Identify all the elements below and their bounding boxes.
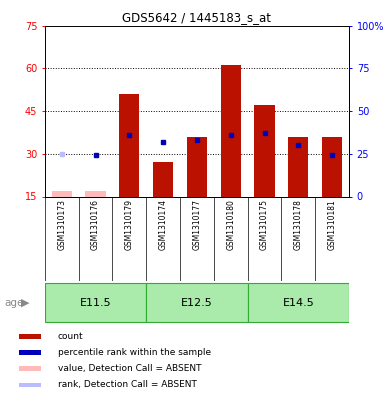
Text: GSM1310178: GSM1310178 [294,199,303,250]
Bar [20,350,41,355]
Bar [20,334,41,338]
Text: GSM1310174: GSM1310174 [159,199,168,250]
Text: count: count [58,332,83,341]
Bar [187,137,207,196]
Bar [254,105,275,196]
Bar [20,366,41,371]
Bar [20,383,41,387]
Bar [221,65,241,196]
Text: GSM1310176: GSM1310176 [91,199,100,250]
Text: E11.5: E11.5 [80,298,112,308]
Text: percentile rank within the sample: percentile rank within the sample [58,348,211,357]
Text: E14.5: E14.5 [282,298,314,308]
Text: GSM1310177: GSM1310177 [192,199,202,250]
Bar [51,191,72,196]
Title: GDS5642 / 1445183_s_at: GDS5642 / 1445183_s_at [122,11,271,24]
Text: GSM1310179: GSM1310179 [125,199,134,250]
Text: GSM1310181: GSM1310181 [328,199,337,250]
Text: GSM1310175: GSM1310175 [260,199,269,250]
Text: GSM1310173: GSM1310173 [57,199,66,250]
Text: ▶: ▶ [21,298,30,308]
Text: E12.5: E12.5 [181,298,213,308]
Text: age: age [4,298,23,308]
Text: rank, Detection Call = ABSENT: rank, Detection Call = ABSENT [58,380,197,389]
Bar [146,283,248,322]
Text: value, Detection Call = ABSENT: value, Detection Call = ABSENT [58,364,202,373]
Bar [322,137,342,196]
Bar [85,191,106,196]
Text: GSM1310180: GSM1310180 [226,199,235,250]
Bar [119,94,140,196]
Bar [288,137,308,196]
Bar [248,283,349,322]
Bar [45,283,146,322]
Bar [153,162,173,196]
